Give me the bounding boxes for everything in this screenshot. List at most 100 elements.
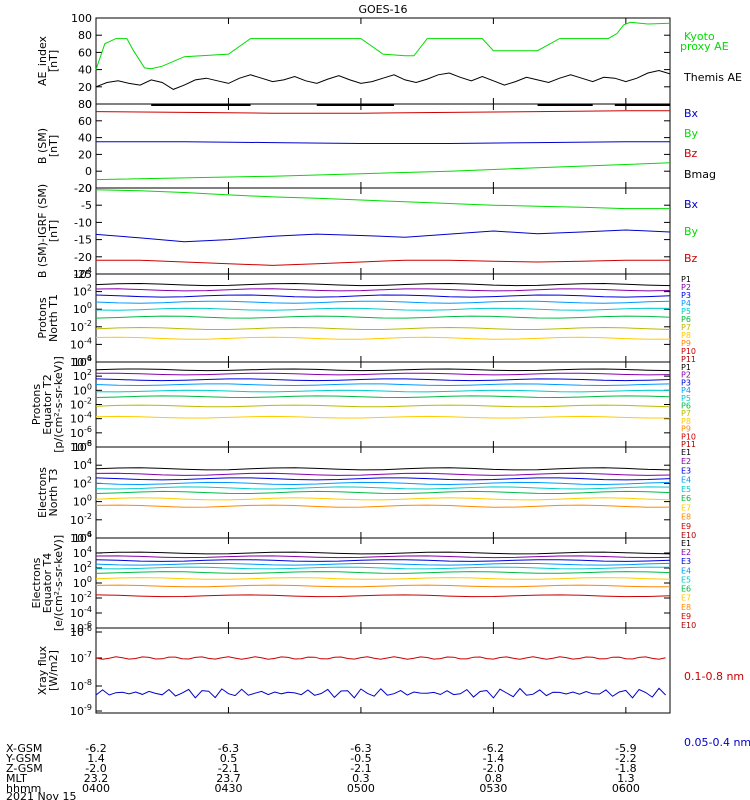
panel-frame-xray: [95, 627, 671, 714]
ylabel-bsm-0: B (SM): [36, 128, 49, 164]
xrow-z-gsm-3: -2.0: [483, 762, 504, 775]
ylabel-pn-0: Protons: [36, 297, 49, 338]
legend-pn-p11: P11: [681, 355, 696, 364]
legend-en-e1: E1: [681, 448, 691, 457]
xrow-mlt-4: 1.3: [617, 772, 635, 785]
xrow-x-gsm-4: -5.9: [615, 742, 636, 755]
series-ee-e2: [95, 555, 671, 559]
ylabel-en-1: North T3: [47, 469, 60, 517]
ytick-label-xray-0: 10-6: [70, 624, 92, 639]
ytick-label-ae-0: 0: [85, 98, 92, 111]
ytick-label-pe-5: 102: [73, 368, 92, 383]
ylabel-pe-1: Equator T2: [41, 374, 54, 434]
ytick-label-xray-1: 10-7: [70, 650, 92, 665]
series-pe-p2: [95, 372, 671, 376]
legend-xray-long: 0.1-0.8 nm: [684, 670, 744, 683]
legend-bigrf-bx: Bx: [684, 198, 699, 211]
ytick-label-en-5: 106: [73, 439, 92, 454]
xrow-mlt-0: 23.2: [84, 772, 109, 785]
ylabel-pn-1: North T1: [47, 294, 60, 342]
legend-ee-e2: E2: [681, 548, 691, 557]
series-ae-kyoto-proxy-ae: [95, 21, 671, 70]
legend-pn-p9: P9: [681, 339, 691, 348]
xrow-mlt-3: 0.8: [485, 772, 503, 785]
series-pn-p3: [95, 294, 671, 298]
legend-en-e6: E6: [681, 494, 691, 503]
ytick-label-pn-0: 10-6: [70, 354, 92, 369]
ytick-label-bsm-1: 0: [85, 165, 92, 178]
series-en-e6: [95, 490, 671, 495]
legend-ee-e4: E4: [681, 566, 691, 575]
chart-title: GOES-16: [358, 3, 407, 16]
legend-bsm-bx: Bx: [684, 107, 699, 120]
ylabel-ae-0: AE_index: [36, 35, 49, 86]
ytick-label-xray-2: 10-8: [70, 678, 92, 693]
legend-bigrf-bz: Bz: [684, 252, 698, 265]
ytick-label-ee-3: 100: [73, 575, 92, 590]
series-pe-p1: [95, 368, 671, 372]
legend-pe-p4: P4: [681, 386, 691, 395]
ytick-label-bsm-5: 80: [78, 98, 92, 111]
legend-ee-e10: E10: [681, 621, 696, 630]
xrow-hhmm-0: 0400: [82, 782, 110, 795]
ytick-label-pe-2: 10-4: [70, 411, 92, 426]
legend-pn-p10: P10: [681, 347, 696, 356]
legend-pe-p2: P2: [681, 371, 691, 380]
xrow-label-z-gsm: Z-GSM: [6, 762, 43, 775]
ylabel-ee-0: Electrons: [30, 557, 43, 608]
ytick-label-bigrf-3: -10: [74, 216, 92, 229]
legend-ee-e3: E3: [681, 557, 691, 566]
legend-pn-p3: P3: [681, 291, 691, 300]
ytick-label-bigrf-4: -5: [81, 199, 92, 212]
legend-pn-p1: P1: [681, 275, 691, 284]
ylabel-en-0: Electrons: [36, 467, 49, 518]
xrow-z-gsm-4: -1.8: [615, 762, 636, 775]
legend-en-e4: E4: [681, 476, 691, 485]
ytick-label-pn-4: 102: [73, 284, 92, 299]
legend-pe-p8: P8: [681, 417, 691, 426]
ytick-label-ee-4: 102: [73, 560, 92, 575]
series-pe-p7: [95, 404, 671, 408]
legend-pn-p2: P2: [681, 283, 691, 292]
series-ee-e7: [95, 577, 671, 580]
xrow-z-gsm-2: -2.1: [350, 762, 371, 775]
xrow-label-mlt: MLT: [6, 772, 27, 785]
ytick-label-ae-3: 60: [78, 46, 92, 59]
legend-pe-p10: P10: [681, 432, 696, 441]
ylabel-bigrf-1: [nT]: [47, 220, 60, 242]
series-bsm-bx: [96, 141, 670, 144]
series-en-e7: [95, 497, 671, 501]
legend-xray-short: 0.05-0.4 nm: [684, 736, 750, 749]
legend-ee-e8: E8: [681, 603, 691, 612]
legend-ee-e9: E9: [681, 612, 691, 621]
series-bigrf-bz: [96, 259, 670, 266]
series-ee-e5: [95, 566, 671, 570]
series-pe-p8: [95, 415, 670, 419]
legend-en-e7: E7: [681, 503, 691, 512]
ytick-label-ee-5: 104: [73, 545, 92, 560]
series-ee-e8: [95, 584, 670, 588]
ytick-label-en-2: 100: [73, 494, 92, 509]
legend-pe-p9: P9: [681, 425, 691, 434]
legend-pn-p4: P4: [681, 299, 691, 308]
xrow-y-gsm-2: -0.5: [350, 752, 371, 765]
ytick-label-bsm-0: -20: [74, 182, 92, 195]
ytick-label-xray-3: 10-9: [70, 703, 92, 718]
series-ee-e6: [95, 571, 671, 574]
ytick-label-ae-1: 20: [78, 81, 92, 94]
legend-en-e10: E10: [681, 531, 696, 540]
ytick-label-en-1: 10-2: [70, 512, 92, 527]
series-ee-e1: [95, 551, 671, 555]
ytick-label-en-3: 102: [73, 475, 92, 490]
legend-pn-p5: P5: [681, 307, 691, 316]
ytick-label-pe-3: 10-2: [70, 397, 92, 412]
xrow-y-gsm-4: -2.2: [615, 752, 636, 765]
legend-en-e9: E9: [681, 522, 691, 531]
xrow-hhmm-3: 0530: [479, 782, 507, 795]
legend-ee-e6: E6: [681, 585, 691, 594]
ytick-label-bigrf-5: 0: [85, 182, 92, 195]
panel-frame-ae: [95, 17, 671, 105]
ytick-label-pe-6: 104: [73, 354, 92, 369]
ytick-label-bsm-3: 40: [78, 132, 92, 145]
